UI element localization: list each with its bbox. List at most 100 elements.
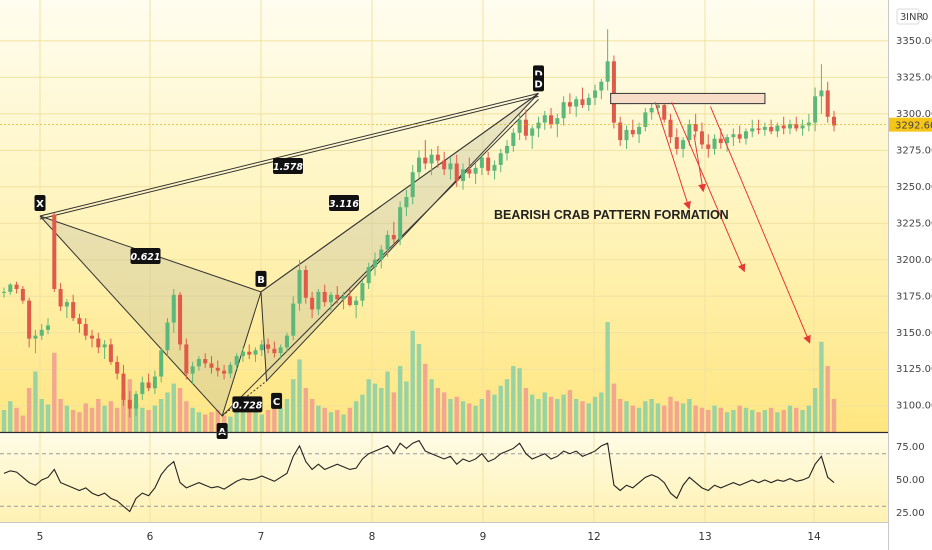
volume-bar: [800, 410, 805, 432]
candle-body: [171, 294, 176, 323]
rsi-indicator: [0, 439, 888, 513]
candle: [360, 280, 365, 307]
candle-body: [699, 131, 704, 145]
ratio-bc-d[interactable]: 3.116: [329, 195, 359, 211]
candle: [121, 364, 126, 406]
volume-bar: [184, 401, 189, 432]
candle-body: [624, 129, 629, 141]
volume-bar: [680, 403, 686, 432]
candle: [674, 128, 679, 155]
candle: [530, 125, 535, 149]
candle-body: [813, 96, 818, 123]
candle: [549, 108, 554, 129]
candle-body: [240, 351, 245, 357]
ratio-ab-c[interactable]: 0.728: [232, 396, 263, 413]
volume-bar: [165, 392, 170, 432]
resistance-zone[interactable]: [610, 92, 766, 105]
candle-body: [486, 157, 491, 171]
projection-arrow[interactable]: [709, 106, 811, 344]
candle: [819, 64, 824, 114]
candle-body: [310, 297, 315, 310]
candle-body: [706, 144, 711, 149]
volume-bar: [102, 405, 107, 432]
volume-bar: [177, 388, 183, 432]
candle: [1, 287, 7, 298]
current-price-label: 3292.60: [895, 121, 932, 132]
candle: [240, 347, 245, 362]
volume-bar: [366, 379, 371, 432]
candle: [787, 119, 792, 135]
point-x-label[interactable]: X: [34, 195, 46, 211]
candle-body: [605, 61, 610, 82]
volume-bar: [454, 396, 459, 432]
volume-bar: [737, 405, 742, 432]
ratio-ab-c-text: 0.728: [232, 400, 262, 411]
ratio-xa-b-box: [130, 247, 161, 264]
point-c-label[interactable]: C: [271, 392, 283, 409]
volume-bar: [272, 405, 277, 432]
price-tick-label: 3350.00: [896, 36, 932, 47]
volume-bar: [114, 407, 120, 432]
volume-bar: [794, 407, 799, 432]
volume-bar: [567, 390, 573, 432]
volume-bar: [599, 392, 604, 432]
date-tick-label: 13: [698, 531, 711, 543]
candle: [83, 318, 88, 341]
candle: [831, 110, 837, 132]
candle-body: [542, 115, 547, 123]
currency-badge[interactable]: [896, 8, 920, 25]
candle-body: [83, 324, 88, 336]
volume-bar: [429, 379, 434, 432]
current-price-tag[interactable]: [889, 117, 932, 132]
candle-body: [467, 169, 472, 174]
candle: [398, 201, 403, 246]
volume-bar: [706, 410, 711, 432]
candle: [542, 110, 547, 130]
candle: [322, 284, 327, 307]
candle-body: [196, 359, 201, 367]
date-axis-panel[interactable]: [0, 523, 888, 550]
candle-body: [102, 344, 107, 348]
projection-arrow[interactable]: [671, 101, 746, 273]
volume-bar: [284, 399, 290, 432]
projection-arrows[interactable]: [654, 101, 811, 344]
candle-body: [637, 126, 642, 135]
point-c-label-text: C: [273, 397, 280, 408]
resistance-zone-box[interactable]: [610, 92, 766, 105]
point-b-label[interactable]: B: [255, 270, 267, 287]
ratio-xa-d-box: [273, 158, 303, 174]
candle: [404, 189, 409, 216]
candle-body: [505, 145, 510, 154]
candle-body: [284, 335, 289, 348]
volume-bar: [96, 399, 101, 432]
projection-arrow[interactable]: [693, 134, 707, 193]
scale-number-label: 3: [900, 12, 906, 23]
candle: [687, 119, 692, 146]
volume-bar: [712, 405, 717, 432]
volume-bar: [580, 401, 585, 432]
volume-bar: [253, 412, 258, 432]
candle-body: [8, 284, 13, 292]
candle: [756, 119, 761, 135]
price-pane-background: [0, 0, 888, 432]
candle-body: [71, 302, 76, 319]
ratio-xa-b[interactable]: 0.621: [130, 247, 161, 264]
candle-body: [272, 348, 277, 354]
volume-bar: [70, 410, 76, 432]
volume-bar: [322, 407, 327, 432]
candle-body: [278, 347, 283, 354]
projection-arrow[interactable]: [654, 102, 691, 210]
pattern-labels[interactable]: X A B C DD 0.621 0.728 3.116 1.578: [34, 65, 545, 439]
volume-bar: [171, 383, 176, 432]
volume-bar: [485, 390, 491, 432]
point-a-label[interactable]: A: [216, 422, 228, 439]
candle: [140, 376, 145, 400]
candle-body: [328, 294, 333, 303]
point-d-label-2[interactable]: D: [533, 75, 544, 92]
candle-body: [379, 249, 384, 260]
ratio-xa-d[interactable]: 1.578: [273, 158, 303, 174]
price-axis-panel[interactable]: [889, 0, 932, 550]
candle-body: [530, 128, 535, 136]
volume-bar: [561, 394, 566, 432]
